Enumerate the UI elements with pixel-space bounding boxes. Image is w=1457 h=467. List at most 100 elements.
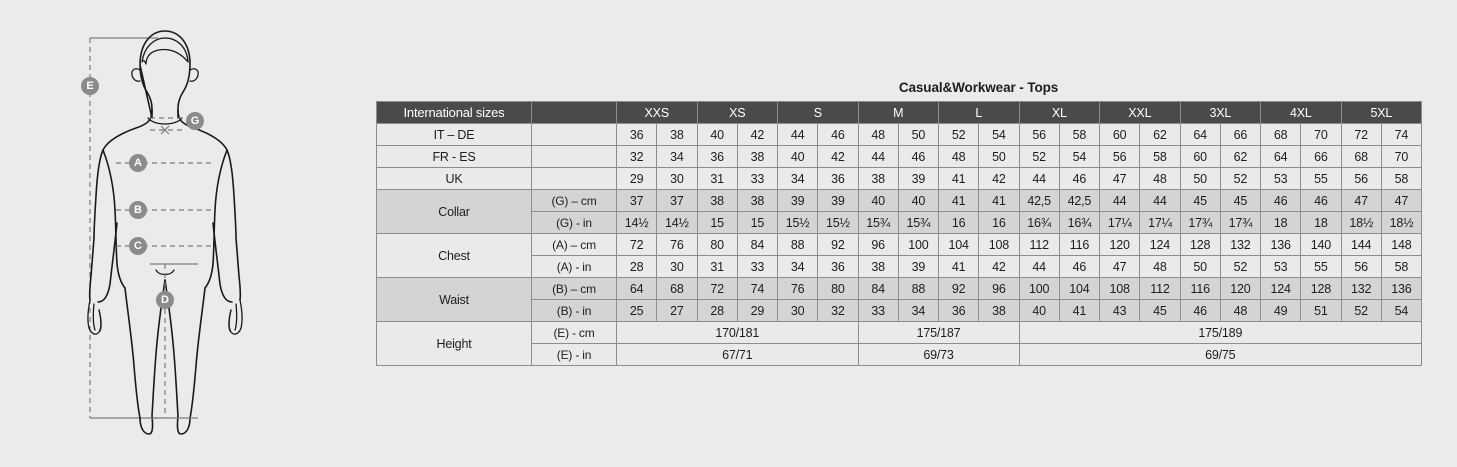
chart-title: Casual&Workwear - Tops [898,80,1059,95]
table-cell: 47 [1340,189,1382,212]
table-cell: 28 [615,255,658,278]
table-row: (A) - in 28 30 31 33 34 36 38 39 41 42 44 46 47 48 50 52… [377,255,1423,278]
table-cell: 74 [1380,123,1423,146]
table-cell: 52 [1340,299,1382,322]
table-cell: 38 [696,189,738,212]
table-cell: 46 [817,123,859,146]
table-cell: 15 [736,211,779,234]
table-cell: 40 [1018,299,1060,322]
table-cell: 58 [1380,167,1423,190]
row-unit-label: (A) – cm [531,233,617,256]
table-cell: 76 [777,277,819,300]
table-cell: 96 [857,233,899,256]
table-row: (E) - in 67/71 69/73 69/75 [377,343,1423,366]
table-cell: 36 [938,299,980,322]
table-cell: 54 [1380,299,1423,322]
table-cell: 39 [897,167,940,190]
table-cell: 72 [696,277,738,300]
table-cell: 148 [1380,233,1423,256]
table-cell: 116 [1179,277,1221,300]
row-label: Chest [376,233,532,278]
table-cell: 55 [1300,167,1342,190]
table-cell: 41 [938,189,980,212]
table-cell: 42 [736,123,779,146]
table-cell: 55 [1300,255,1342,278]
table-row: Waist (B) – cm 64 68 72 74 76 80 84 88 92 96 100 104 1… [376,277,1423,322]
table-cell: 15¾ [897,211,940,234]
table-cell: 27 [656,299,698,322]
svg-text:G: G [191,115,200,127]
svg-text:B: B [134,204,142,216]
table-cell: 34 [897,299,940,322]
table-cell: 18½ [1380,211,1423,234]
table-cell: 15 [696,211,738,234]
header-international-sizes: International sizes [376,101,532,124]
table-cell: 53 [1260,255,1302,278]
table-cell: 44 [1018,167,1060,190]
table-cell: 60 [1099,123,1141,146]
table-cell: 46 [1260,189,1302,212]
table-cell: 100 [897,233,940,256]
table-cell: 80 [696,233,738,256]
table-cell: 38 [857,255,899,278]
table-cell: 96 [978,277,1020,300]
table-cell: 38 [736,189,779,212]
size-chart-table: International sizes XXS XS S M L XL XXL 3XL 4XL 5… [376,101,1423,366]
table-cell: 66 [1219,123,1262,146]
table-cell: 45 [1179,189,1221,212]
table-row: (B) - in 25 27 28 29 30 32 33 34 36 38 40 41 43 45 46 48… [377,299,1423,322]
table-cell: 31 [696,255,738,278]
table-cell: 38 [656,123,698,146]
table-cell: 33 [736,255,779,278]
table-cell: 40 [897,189,940,212]
table-cell: 70 [1380,145,1423,168]
table-cell: 62 [1219,145,1262,168]
table-cell: 56 [1340,167,1382,190]
collar-measurement-marker: G [150,112,204,135]
row-label: Collar [376,189,532,234]
table-cell: 46 [1300,189,1342,212]
table-cell: 104 [938,233,980,256]
table-cell: 16 [938,211,980,234]
table-cell: 28 [696,299,738,322]
row-unit-label [531,167,617,190]
figure-torso [93,109,237,289]
table-cell: 40 [696,123,738,146]
table-cell: 108 [1099,277,1141,300]
table-cell: 140 [1300,233,1342,256]
table-cell: 32 [817,299,859,322]
table-cell: 37 [615,189,658,212]
size-group-header-xxs: XXS [616,101,698,124]
table-cell: 42 [978,167,1020,190]
row-label: Waist [376,277,532,322]
row-unit-label: (G) - in [531,211,617,234]
table-cell: 58 [1058,123,1101,146]
table-cell: 42,5 [1058,189,1101,212]
table-cell: 60 [1179,145,1221,168]
svg-text:A: A [134,157,142,169]
table-cell: 88 [777,233,819,256]
table-cell: 34 [656,145,698,168]
table-cell: 64 [1260,145,1302,168]
table-cell-merged: 69/73 [857,343,1020,366]
table-cell: 45 [1219,189,1262,212]
row-label: FR - ES [376,145,532,168]
table-cell: 52 [1018,145,1060,168]
table-cell: 39 [777,189,819,212]
table-body: IT – DE 36 38 40 42 44 46 48 50 52 54 56 58 60 62 64 66 6… [376,123,1423,366]
table-cell: 53 [1260,167,1302,190]
size-group-header-l: L [938,101,1020,124]
table-cell: 100 [1018,277,1060,300]
table-cell: 64 [1179,123,1221,146]
size-group-header-5xl: 5XL [1340,101,1423,124]
table-row: IT – DE 36 38 40 42 44 46 48 50 52 54 56 58 60 62 64 66 6… [376,123,1423,146]
table-cell-merged: 170/181 [616,321,859,344]
table-cell: 112 [1018,233,1060,256]
table-cell: 84 [857,277,899,300]
table-cell: 38 [736,145,779,168]
table-cell: 36 [615,123,658,146]
size-chart-panel: Casual&Workwear - Tops International siz… [376,80,1423,366]
table-cell: 40 [857,189,899,212]
table-cell: 56 [1099,145,1141,168]
size-group-header-xs: XS [696,101,779,124]
